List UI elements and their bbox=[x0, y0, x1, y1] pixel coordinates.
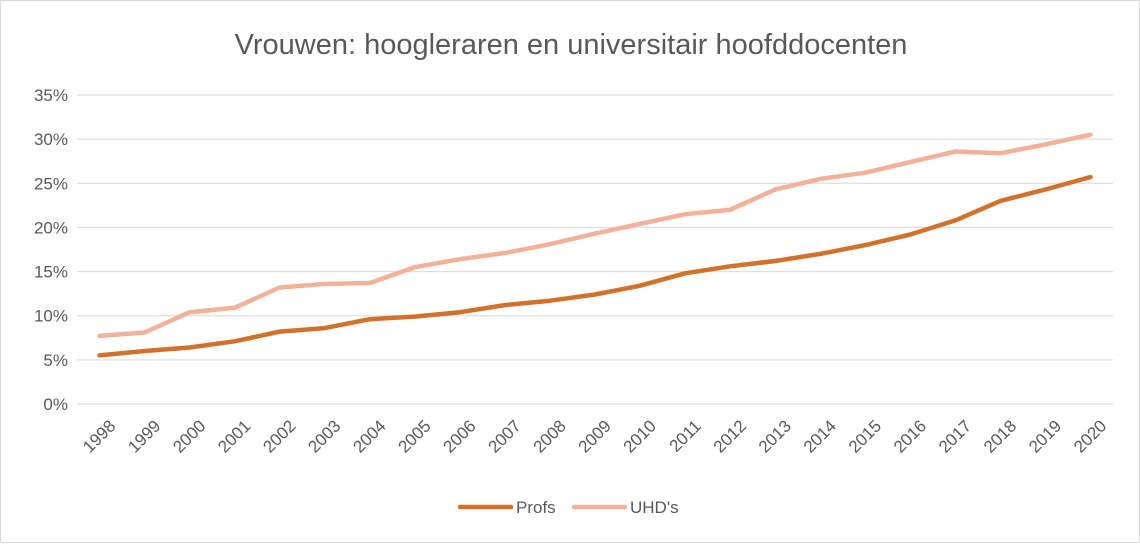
x-tick-label: 2009 bbox=[575, 416, 615, 456]
x-tick-label: 1998 bbox=[79, 416, 119, 456]
x-tick-label: 2008 bbox=[530, 416, 570, 456]
x-tick-label: 2006 bbox=[440, 416, 480, 456]
y-tick-label: 25% bbox=[34, 174, 68, 193]
x-tick-label: 2015 bbox=[845, 416, 885, 456]
x-tick-label: 2016 bbox=[890, 416, 930, 456]
y-tick-label: 10% bbox=[34, 307, 68, 326]
x-tick-label: 2003 bbox=[304, 416, 344, 456]
x-tick-label: 2014 bbox=[800, 416, 840, 456]
x-tick-label: 2019 bbox=[1025, 416, 1065, 456]
series-line-0 bbox=[97, 174, 1093, 358]
x-tick-label: 2010 bbox=[620, 416, 660, 456]
x-tick-label: 2011 bbox=[666, 416, 705, 455]
x-tick-label: 2017 bbox=[935, 416, 975, 456]
y-tick-label: 0% bbox=[43, 395, 68, 414]
chart-title: Vrouwen: hoogleraren en universitair hoo… bbox=[235, 29, 908, 61]
x-tick-label: 2020 bbox=[1070, 416, 1110, 456]
y-tick-label: 15% bbox=[34, 263, 68, 282]
y-tick-label: 20% bbox=[34, 218, 68, 237]
y-tick-label: 30% bbox=[34, 130, 68, 149]
y-tick-label: 5% bbox=[43, 351, 68, 370]
y-axis-ticks: 0% 5% 10% 15% 20% 25% 30% 35% bbox=[34, 86, 68, 414]
y-tick-label: 35% bbox=[34, 86, 68, 105]
legend-label: UHD's bbox=[630, 498, 679, 517]
series-lines bbox=[97, 132, 1093, 358]
legend: Profs UHD's bbox=[457, 498, 679, 517]
x-tick-label: 2004 bbox=[349, 416, 389, 456]
x-tick-label: 2018 bbox=[980, 416, 1020, 456]
x-tick-label: 2001 bbox=[214, 416, 254, 456]
x-tick-label: 2000 bbox=[169, 416, 209, 456]
x-axis-ticks: 1998 1999 2000 2001 2002 2003 2004 2005 2006 2007… bbox=[79, 416, 1110, 456]
x-tick-label: 2013 bbox=[755, 416, 795, 456]
x-tick-label: 2005 bbox=[394, 416, 434, 456]
x-tick-label: 2012 bbox=[710, 416, 750, 456]
series-line-1 bbox=[97, 132, 1093, 339]
legend-label: Profs bbox=[516, 498, 556, 517]
gridlines bbox=[77, 94, 1113, 405]
x-tick-label: 2002 bbox=[259, 416, 299, 456]
x-tick-label: 2007 bbox=[485, 416, 525, 456]
x-tick-label: 1999 bbox=[124, 416, 164, 456]
